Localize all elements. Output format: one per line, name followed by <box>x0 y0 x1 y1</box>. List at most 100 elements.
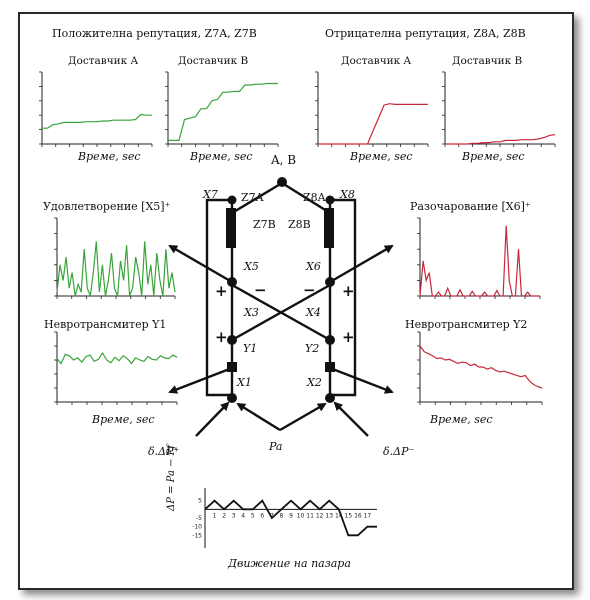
node-x4 <box>325 335 335 345</box>
sign-plus-2: + <box>342 282 355 300</box>
chart-neg-supplier-b <box>442 71 556 147</box>
market-y-tick-label: 5 <box>198 498 202 505</box>
edge-x4-cross <box>231 283 331 342</box>
network-diagram <box>168 181 394 437</box>
edge-ab-z8 <box>281 181 331 215</box>
market-x-tick-label: 5 <box>251 512 255 519</box>
pos-reputation-title: Положителна репутация, Z7A, Z7B <box>52 27 257 40</box>
label-dp-plus: δ.ΔP⁺ <box>148 445 180 458</box>
arrow-pa-x1 <box>236 402 281 432</box>
market-x-tick-label: 10 <box>297 512 305 519</box>
market-y-tick-label: -15 <box>192 532 202 539</box>
arrow-pa-x2 <box>279 402 327 432</box>
chart-neuro1 <box>54 331 178 405</box>
series-line <box>56 241 176 297</box>
node-label-z7b: Z7B <box>253 218 276 231</box>
series-line <box>56 351 178 365</box>
node-label-x4: X4 <box>306 306 321 319</box>
pos-supplier-b-title: Доставчик B <box>178 55 249 67</box>
series-line <box>318 103 428 145</box>
sign-minus-1: − <box>254 281 267 299</box>
node-x1 <box>227 393 237 403</box>
label-dp-minus: δ.ΔP⁻ <box>383 445 415 458</box>
node-label-x6: X6 <box>306 260 321 273</box>
sign-plus-3: + <box>215 328 228 346</box>
market-x-tick-label: 8 <box>280 512 284 519</box>
label-pa: Pa <box>269 440 283 453</box>
time-label-top-left: Време, sec <box>78 150 141 163</box>
node-ab <box>277 177 287 187</box>
chart-pos-supplier-a <box>39 71 153 147</box>
chart-neg-supplier-a <box>315 71 429 147</box>
series-line <box>168 82 278 141</box>
node-x6 <box>325 277 335 287</box>
chart-market: 1 2 3 4 5 6 7 8 9 10 11 12 13 14 15 16 175-5-10-15 <box>192 488 377 548</box>
edge-ab-z7 <box>231 181 283 215</box>
market-x-tick-label: 2 <box>222 512 226 519</box>
arrow-x6-out <box>329 244 394 284</box>
market-x-tick-label: 12 <box>316 512 324 519</box>
node-label-ab: A, B <box>271 153 297 167</box>
market-y-tick-label: -5 <box>196 515 202 522</box>
network-nodes <box>227 177 335 403</box>
chart-satisfaction <box>54 217 176 299</box>
chart-disappointment <box>417 217 541 299</box>
y1-square <box>227 362 237 372</box>
node-x8 <box>325 195 335 205</box>
series-line <box>42 113 152 129</box>
market-x-tick-label: 13 <box>325 512 333 519</box>
node-x2 <box>325 393 335 403</box>
node-x3 <box>227 335 237 345</box>
time-label-top-midright: Време, sec <box>350 150 413 163</box>
node-x5 <box>227 277 237 287</box>
arrow-y2-out <box>329 366 394 394</box>
right-outer-loop <box>330 198 357 397</box>
arrow-y1-out <box>168 366 233 394</box>
z8-synapse-bar <box>324 208 334 248</box>
neuro1-title: Невротрансмитер Y1 <box>44 318 167 331</box>
node-label-y1: Y1 <box>243 342 258 355</box>
node-label-z8b: Z8B <box>288 218 311 231</box>
node-x7 <box>227 195 237 205</box>
neg-reputation-title: Отрицателна репутация, Z8A, Z8B <box>325 27 526 40</box>
arrow-x5-out <box>168 244 233 284</box>
market-series-line <box>204 499 377 537</box>
pos-supplier-a-title: Доставчик A <box>68 55 139 67</box>
market-x-tick-label: 6 <box>260 512 264 519</box>
left-outer-loop <box>205 198 232 397</box>
node-label-x3: X3 <box>244 306 259 319</box>
time-label-top-midleft: Време, sec <box>190 150 253 163</box>
node-label-x5: X5 <box>244 260 259 273</box>
node-label-x2: X2 <box>307 376 322 389</box>
neg-supplier-a-title: Доставчик A <box>341 55 412 67</box>
series-line <box>419 345 543 389</box>
node-label-x1: X1 <box>237 376 252 389</box>
market-x-tick-label: 3 <box>232 512 236 519</box>
market-x-tick-label: 11 <box>306 512 314 519</box>
market-x-tick-label: 7 <box>270 512 274 519</box>
neg-supplier-b-title: Доставчик B <box>452 55 523 67</box>
time-label-top-right: Време, sec <box>462 150 525 163</box>
market-title: Движение на пазара <box>228 557 351 570</box>
node-label-x8: X8 <box>340 188 355 201</box>
market-x-tick-label: 4 <box>241 512 245 519</box>
sign-plus-4: + <box>342 328 355 346</box>
z7-synapse-bar <box>226 208 236 248</box>
neuro2-title: Невротрансмитер Y2 <box>405 318 528 331</box>
figure-frame <box>18 12 574 590</box>
node-label-y2: Y2 <box>305 342 320 355</box>
node-label-z7a: Z7A <box>241 191 264 204</box>
market-x-tick-label: 1 <box>213 512 217 519</box>
market-x-tick-label: 16 <box>354 512 362 519</box>
arrow-dp-plus-in <box>195 401 230 437</box>
time-label-bottom-left: Време, sec <box>92 413 155 426</box>
market-x-tick-label: 9 <box>289 512 293 519</box>
series-line <box>445 134 556 145</box>
chart-neuro2 <box>417 331 543 405</box>
market-x-tick-label: 14 <box>335 512 343 519</box>
arrow-dp-minus-in <box>333 401 369 437</box>
series-line <box>419 225 540 297</box>
market-y-tick-label: -10 <box>192 524 202 531</box>
time-label-bottom-right: Време, sec <box>430 413 493 426</box>
